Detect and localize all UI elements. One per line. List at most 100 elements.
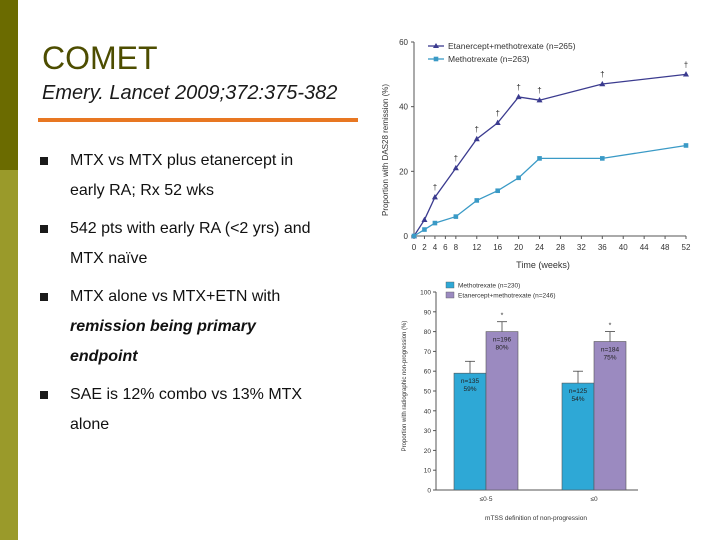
bar-chart-ytick-label: 100 (420, 290, 431, 297)
bullet-square-icon (40, 157, 48, 165)
slide-subtitle: Emery. Lancet 2009;372:375-382 (42, 82, 338, 104)
bar-mtx (561, 382, 595, 491)
line-point-mtx (537, 156, 542, 161)
line-chart-xtick-label: 8 (454, 243, 459, 252)
bar-value-label: n=135 (461, 378, 480, 385)
line-chart-xtick-label: 32 (577, 243, 586, 252)
bar-chart-ytick-label: 80 (424, 329, 432, 336)
line-chart-ytick-label: 60 (399, 38, 408, 47)
bar-chart-ytick-label: 0 (427, 488, 431, 495)
line-point-mtx (516, 175, 521, 181)
line-chart-xtick-label: 40 (619, 243, 628, 252)
line-chart-xtick-label: 48 (661, 243, 670, 252)
line-chart-xtick-label: 20 (514, 243, 523, 252)
line-point-dagger: † (516, 83, 520, 92)
line-chart-ytick-label: 40 (399, 103, 408, 112)
line-chart-xtick-label: 16 (493, 243, 502, 252)
bar-chart-ytick-label: 90 (424, 309, 432, 316)
das28-line-chart: Proportion with DAS28 remission (%) Time… (381, 38, 691, 270)
line-chart-xtick-label: 36 (598, 243, 607, 252)
bar-combo (593, 341, 627, 491)
line-point-combo (494, 119, 501, 126)
line-chart-xtick-label: 4 (433, 243, 438, 252)
line-point-combo (431, 194, 438, 200)
line-point-dagger: † (684, 60, 688, 69)
line-chart-xtick-label: 0 (412, 243, 417, 252)
line-chart-xtick-label: 28 (556, 243, 565, 252)
line-legend-marker (433, 56, 439, 62)
line-chart-xtick-label: 2 (422, 243, 427, 252)
line-point-combo (421, 216, 428, 223)
line-point-mtx (411, 233, 417, 239)
line-legend-label: Methotrexate (n=263) (448, 54, 530, 64)
line-point-combo (599, 80, 606, 87)
line-series-combo (413, 73, 687, 237)
bar-value-label: n=184 (601, 347, 620, 354)
line-point-dagger: † (475, 125, 479, 134)
bar-category-label: ≤0·5 (480, 496, 493, 503)
bar-chart-ytick-label: 70 (424, 349, 432, 356)
bar-legend-swatch (445, 291, 455, 299)
bullet-text: MTX vs MTX plus etanercept in (70, 152, 294, 169)
bullet-item: MTX alone vs MTX+ETN with remission bein… (40, 282, 360, 372)
line-point-combo (452, 164, 459, 171)
line-chart-ytick-label: 20 (399, 167, 408, 176)
line-point-mtx (474, 198, 480, 203)
bar-chart-ytick-label: 20 (424, 448, 432, 455)
bullet-text: MTX naïve (70, 250, 148, 267)
bar-significance-mark: * (501, 313, 504, 320)
bullet-item: 542 pts with early RA (<2 yrs) and MTX n… (40, 214, 360, 274)
bar-legend-label: Etanercept+methotrexate (n=246) (458, 293, 556, 300)
line-point-mtx (422, 227, 427, 232)
line-point-dagger: † (600, 70, 604, 79)
bar-value-label: n=125 (569, 388, 588, 395)
line-point-mtx (600, 156, 605, 161)
bullet-text: alone (70, 416, 110, 433)
bullet-square-icon (40, 391, 48, 399)
bar-combo (485, 331, 519, 491)
bullet-item: SAE is 12% combo vs 13% MTX alone (40, 380, 360, 440)
title-underline (38, 118, 358, 122)
line-point-mtx (432, 220, 438, 226)
line-chart-ylabel: Proportion with DAS28 remission (%) (381, 84, 390, 216)
line-point-combo (683, 71, 689, 77)
bullet-text-emphasis: endpoint (70, 348, 138, 365)
line-point-combo (536, 97, 543, 103)
bullet-list: MTX vs MTX plus etanercept in early RA; … (40, 146, 360, 448)
line-point-dagger: † (433, 183, 437, 192)
line-point-dagger: † (495, 109, 499, 118)
bar-value-label: 75% (603, 355, 616, 362)
bar-legend-label: Methotrexate (n=230) (458, 283, 520, 290)
line-point-combo (473, 135, 480, 142)
bar-chart-ytick-label: 30 (424, 428, 432, 435)
line-legend-marker (433, 43, 439, 48)
bullet-text-emphasis: remission being primary (70, 318, 256, 335)
bar-value-label: 54% (571, 396, 584, 403)
bar-chart-ylabel: Proportion with radiographic non-progres… (402, 321, 408, 452)
line-chart-xtick-label: 44 (640, 243, 649, 252)
bar-chart-ytick-label: 60 (424, 369, 432, 376)
bar-category-label: ≤0 (590, 496, 598, 503)
line-chart-xtick-label: 24 (535, 243, 544, 252)
sidebar-band-dark (0, 0, 18, 170)
bullet-square-icon (40, 293, 48, 301)
bar-value-label: n=196 (493, 337, 512, 344)
line-point-mtx (453, 214, 459, 219)
line-chart-xtick-label: 52 (682, 243, 691, 252)
line-chart-xlabel: Time (weeks) (516, 260, 570, 270)
bullet-square-icon (40, 225, 48, 233)
bullet-text: SAE is 12% combo vs 13% MTX (70, 386, 303, 403)
bar-value-label: 59% (463, 386, 476, 393)
line-point-combo (515, 93, 522, 100)
bar-significance-mark: * (609, 323, 612, 330)
bullet-text: 542 pts with early RA (<2 yrs) and (70, 220, 311, 237)
bar-chart-xlabel: mTSS definition of non-progression (485, 515, 587, 522)
line-point-mtx (683, 143, 689, 148)
line-legend-label: Etanercept+methotrexate (n=265) (448, 41, 576, 51)
bar-chart-ytick-label: 10 (424, 468, 432, 475)
line-chart-xtick-label: 12 (472, 243, 481, 252)
bar-chart-ytick-label: 40 (424, 408, 432, 415)
line-series-mtx (413, 144, 687, 237)
bar-value-label: 80% (495, 345, 508, 352)
slide-title: COMET (42, 40, 158, 76)
